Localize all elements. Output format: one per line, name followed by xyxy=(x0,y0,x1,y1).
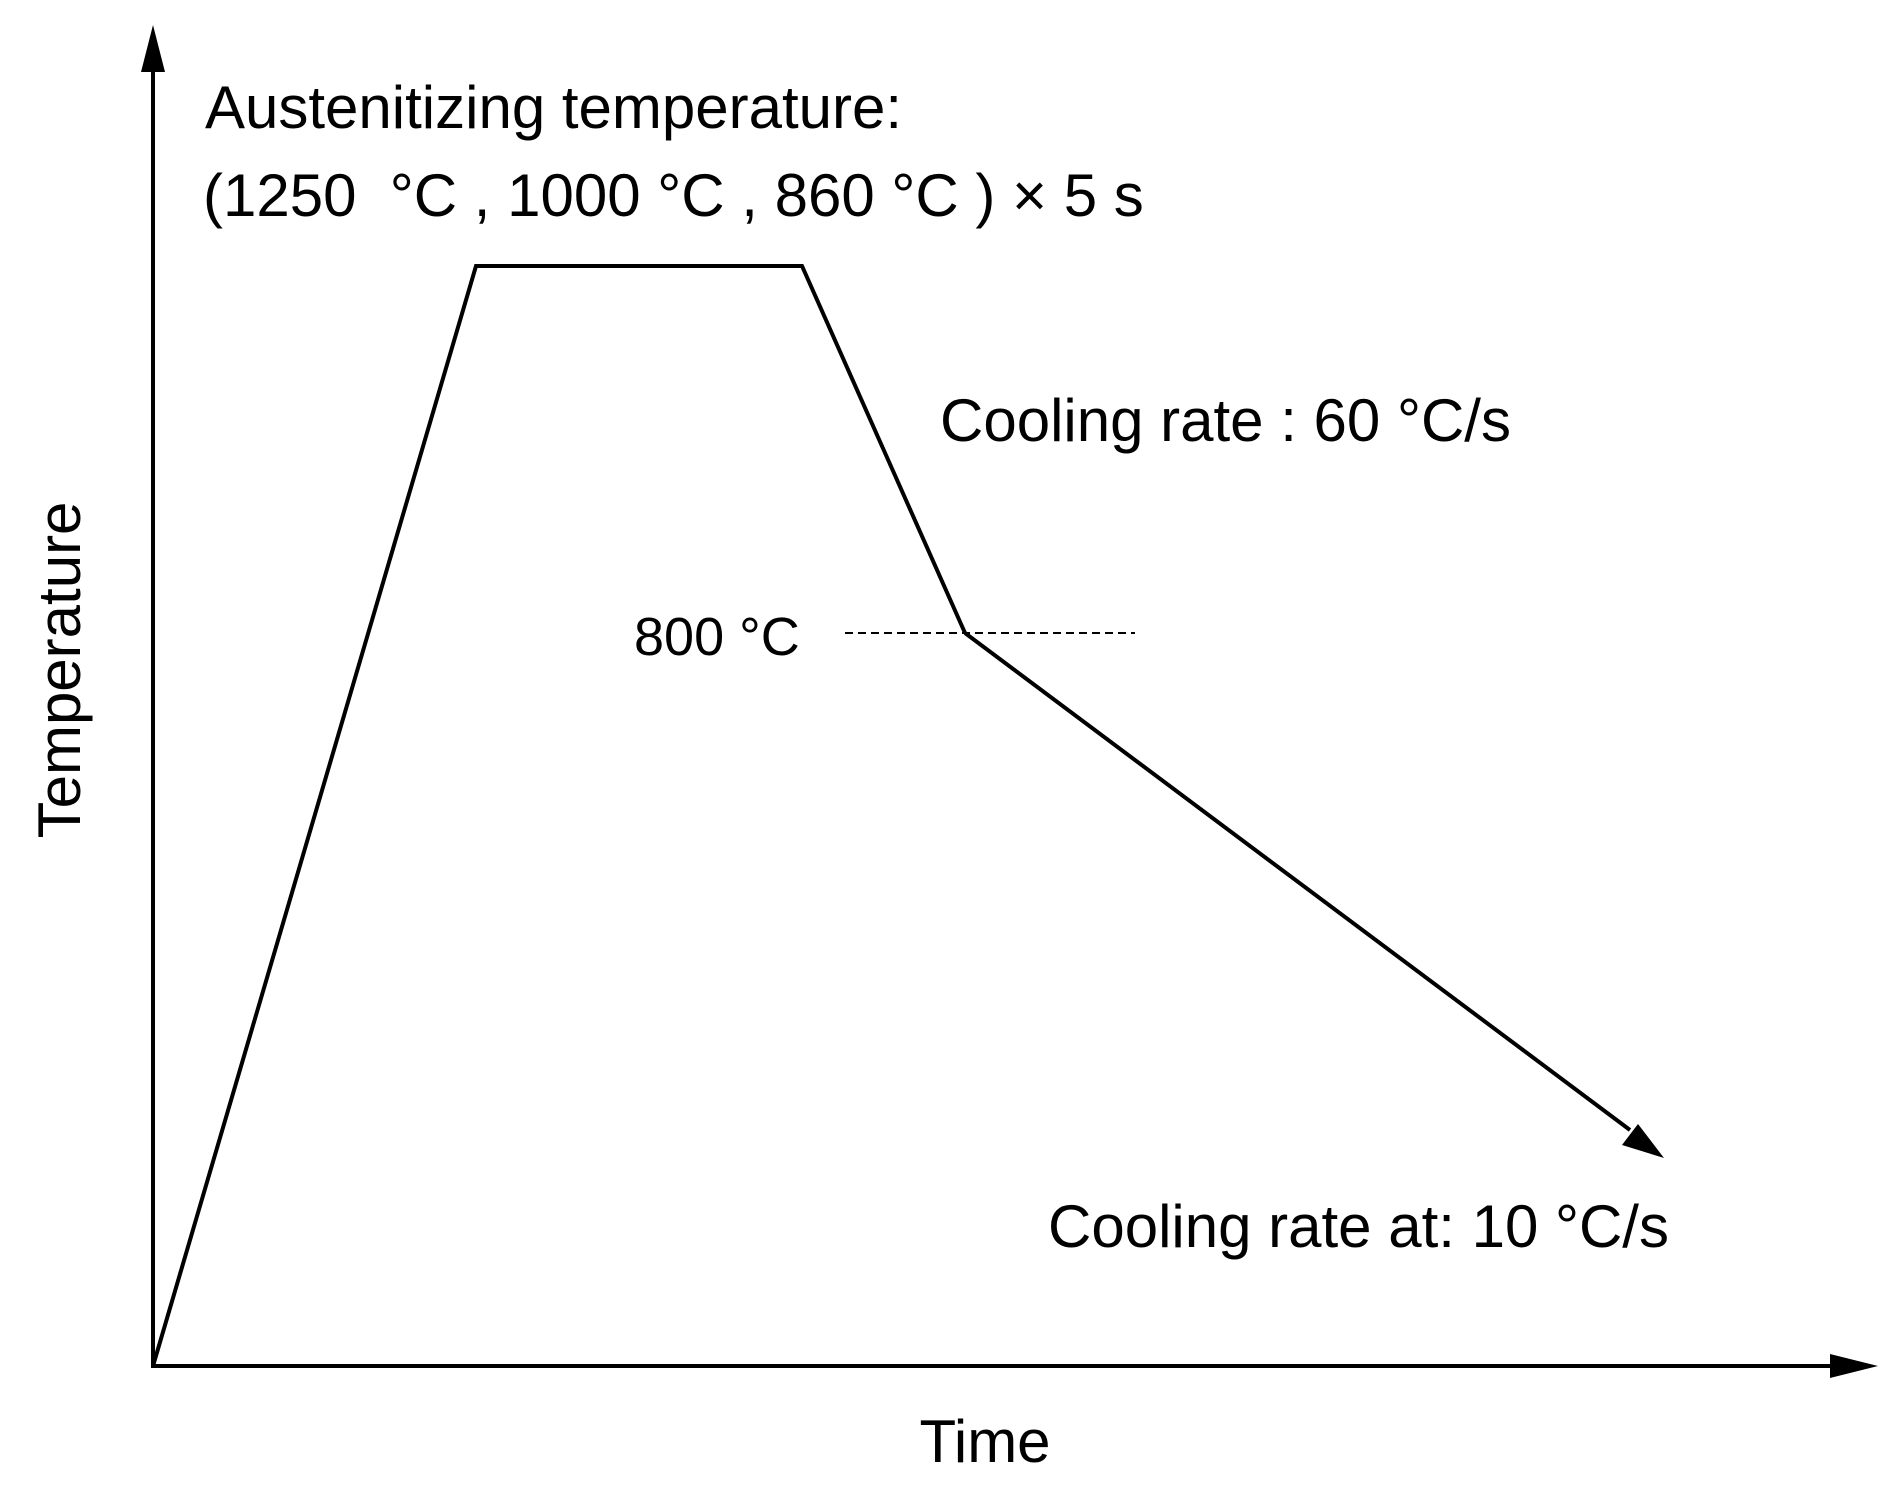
y-axis-label: Temperature xyxy=(26,502,93,839)
x-axis-label: Time xyxy=(919,1408,1050,1475)
x-axis-arrow-icon xyxy=(1830,1354,1878,1378)
y-axis-arrow-icon xyxy=(141,25,165,72)
austenitizing-detail: (1250 °C , 1000 °C , 860 °C ) × 5 s xyxy=(203,162,1144,229)
transition-temp-label: 800 °C xyxy=(634,607,800,667)
cooling-rate-fast-label: Cooling rate : 60 °C/s xyxy=(940,387,1511,454)
cooling-rate-slow-label: Cooling rate at: 10 °C/s xyxy=(1048,1193,1669,1260)
slow-cooling-segment xyxy=(963,631,1632,1132)
cooling-arrow-icon xyxy=(1622,1124,1664,1158)
heating-and-holding-segment xyxy=(151,264,967,1367)
austenitizing-title: Austenitizing temperature: xyxy=(205,74,902,141)
